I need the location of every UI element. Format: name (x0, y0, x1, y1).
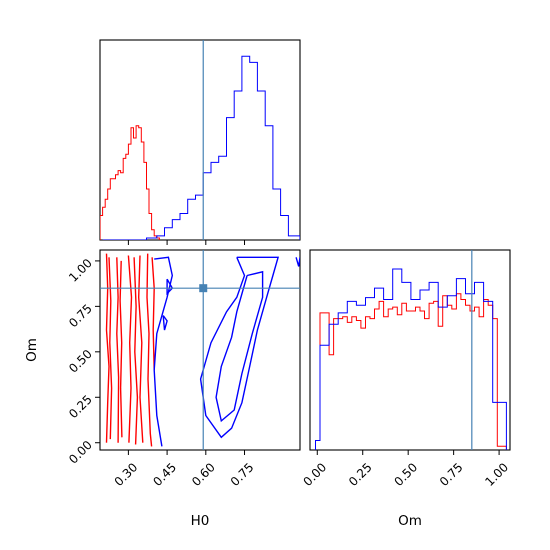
contour-series-1-1 (166, 278, 174, 296)
tick-label-h0: 0.60 (189, 460, 218, 489)
om-histograms (315, 268, 507, 450)
om-histogram-series-0 (315, 293, 507, 450)
contour-series-0-8 (151, 257, 155, 371)
h0-histogram-series-1 (102, 55, 300, 240)
x-axis-label-om: Om (398, 513, 422, 529)
contour-series-0-1 (108, 257, 113, 440)
tick-label-om-x: 0.75 (437, 460, 466, 489)
contour-series-0-7 (146, 253, 153, 447)
tick-label-om-y: 0.50 (66, 347, 95, 376)
panel-om-histogram (309, 249, 511, 451)
truth-markers (100, 40, 473, 450)
y-axis-label-om: Om (24, 338, 40, 362)
om-histogram-series-1 (315, 268, 507, 450)
h0-om-contour-lines (105, 253, 300, 447)
contour-series-1-2 (162, 315, 168, 331)
panel-h0-histogram (99, 39, 301, 241)
tick-label-om-y: 1.00 (66, 256, 95, 285)
contour-series-0-3 (119, 260, 123, 438)
h0-histogram-series-0 (100, 125, 160, 240)
tick-label-om-x: 1.00 (482, 460, 511, 489)
x-axis-label-h0: H0 (191, 513, 210, 529)
contour-series-1-5 (295, 257, 300, 267)
axis-ticks: 0.30 0.45 0.60 0.75 0.00 0.00 0.25 0.25 0.50 0.50… (66, 240, 511, 489)
contour-series-1-4 (215, 270, 264, 423)
contour-series-0-2 (116, 257, 120, 443)
panel-h0-om-contours (99, 249, 301, 451)
contour-series-0-4 (127, 255, 133, 443)
tick-label-h0: 0.75 (228, 460, 257, 489)
tick-label-h0: 0.30 (112, 460, 141, 489)
tick-label-h0: 0.45 (150, 460, 179, 489)
contour-series-0-6 (137, 255, 144, 443)
h0-histograms (100, 55, 300, 240)
tick-label-om-x: 0.25 (346, 460, 375, 489)
tick-label-om-y: 0.25 (66, 392, 95, 421)
tick-label-om-x: 0.50 (391, 460, 420, 489)
contour-series-1-0 (153, 256, 174, 447)
tick-label-om-x: 0.00 (301, 460, 330, 489)
tick-label-om-y: 0.00 (66, 438, 95, 467)
tick-label-om-y: 0.75 (66, 301, 95, 330)
truth-point-marker (199, 284, 208, 293)
contour-series-0-5 (133, 257, 139, 445)
contour-series-0-0 (105, 253, 110, 443)
contour-series-1-3 (199, 256, 280, 439)
